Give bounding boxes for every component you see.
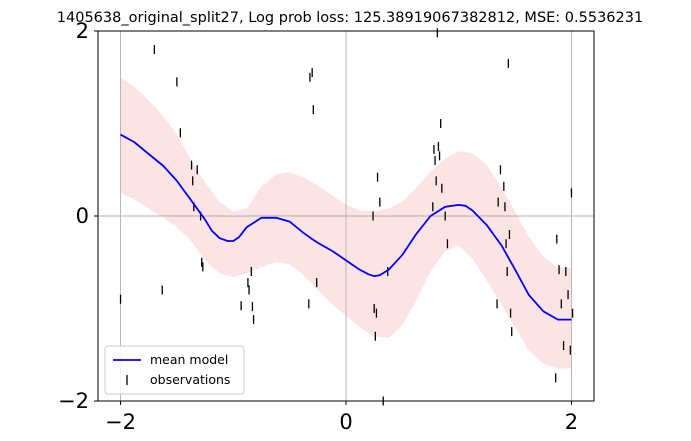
x-tick-label: 2	[565, 410, 578, 434]
y-tick-label: 0	[76, 204, 89, 228]
x-tick-label: −2	[105, 410, 136, 434]
tick-layer: −2 0 2 −2 0 2	[58, 19, 578, 434]
legend-box	[104, 345, 245, 395]
mean-line-layer	[120, 133, 572, 321]
x-tick-label: 0	[339, 410, 352, 434]
legend: mean model observations	[104, 345, 245, 395]
legend-label-observations: observations	[150, 372, 230, 387]
chart-title: 1405638_original_split27, Log prob loss:…	[57, 10, 643, 26]
legend-label-mean: mean model	[150, 352, 228, 367]
y-tick-label: −2	[58, 389, 89, 413]
y-tick-label: 2	[76, 19, 89, 43]
mean-model-line	[120, 133, 572, 321]
observations-layer	[119, 28, 574, 406]
